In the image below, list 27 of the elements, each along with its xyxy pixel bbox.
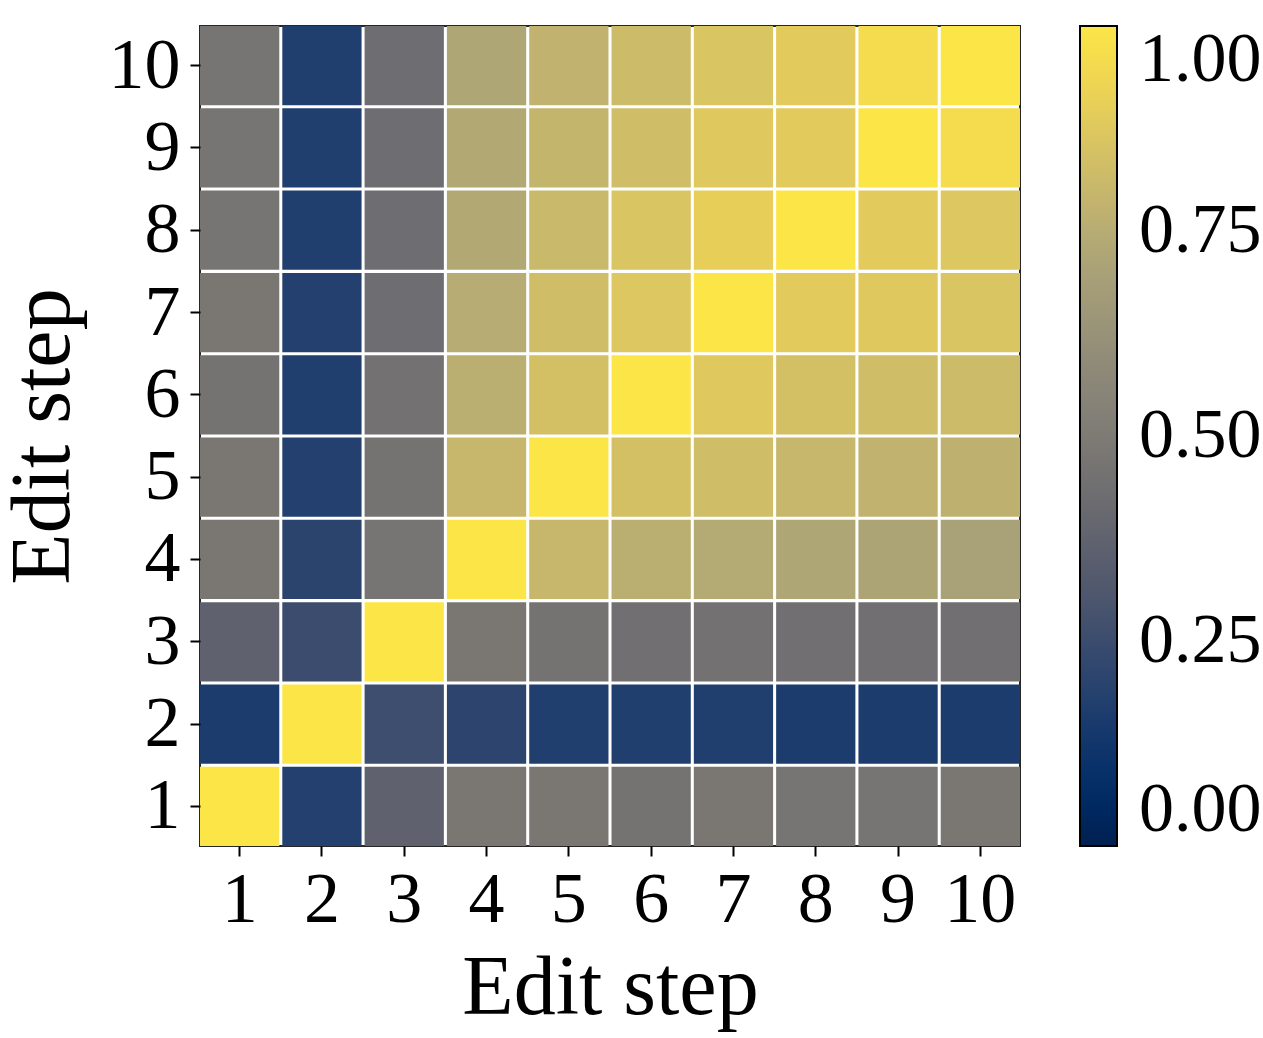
y-tick-label: 9 [144,105,181,186]
x-tick-label: 10 [944,857,1017,938]
x-tick-label: 2 [303,857,340,938]
y-tick-label: 7 [144,270,181,351]
x-axis-title: Edit step [462,938,759,1032]
color-bar-label: 0.00 [1139,769,1262,846]
x-tick-label: 6 [633,857,670,938]
x-tick-label: 8 [797,857,834,938]
x-tick-label: 3 [386,857,423,938]
y-tick-label: 8 [144,188,181,269]
color-bar-label: 0.75 [1139,190,1262,267]
color-bar-label: 0.50 [1139,395,1262,472]
y-axis-title: Edit step [0,288,87,585]
y-tick-label: 10 [108,23,181,104]
x-tick-label: 4 [468,857,505,938]
y-tick-label: 5 [144,435,181,516]
y-tick-label: 3 [144,599,181,680]
x-tick-label: 9 [880,857,917,938]
x-tick-label: 1 [221,857,258,938]
y-tick-label: 1 [144,764,181,845]
color-bar-label: 0.25 [1139,600,1262,677]
color-bar-label: 1.00 [1139,19,1262,96]
x-tick-label: 7 [715,857,752,938]
y-tick-label: 2 [144,682,181,763]
y-tick-label: 6 [144,352,181,433]
x-tick-label: 5 [550,857,587,938]
y-tick-label: 4 [144,517,181,598]
